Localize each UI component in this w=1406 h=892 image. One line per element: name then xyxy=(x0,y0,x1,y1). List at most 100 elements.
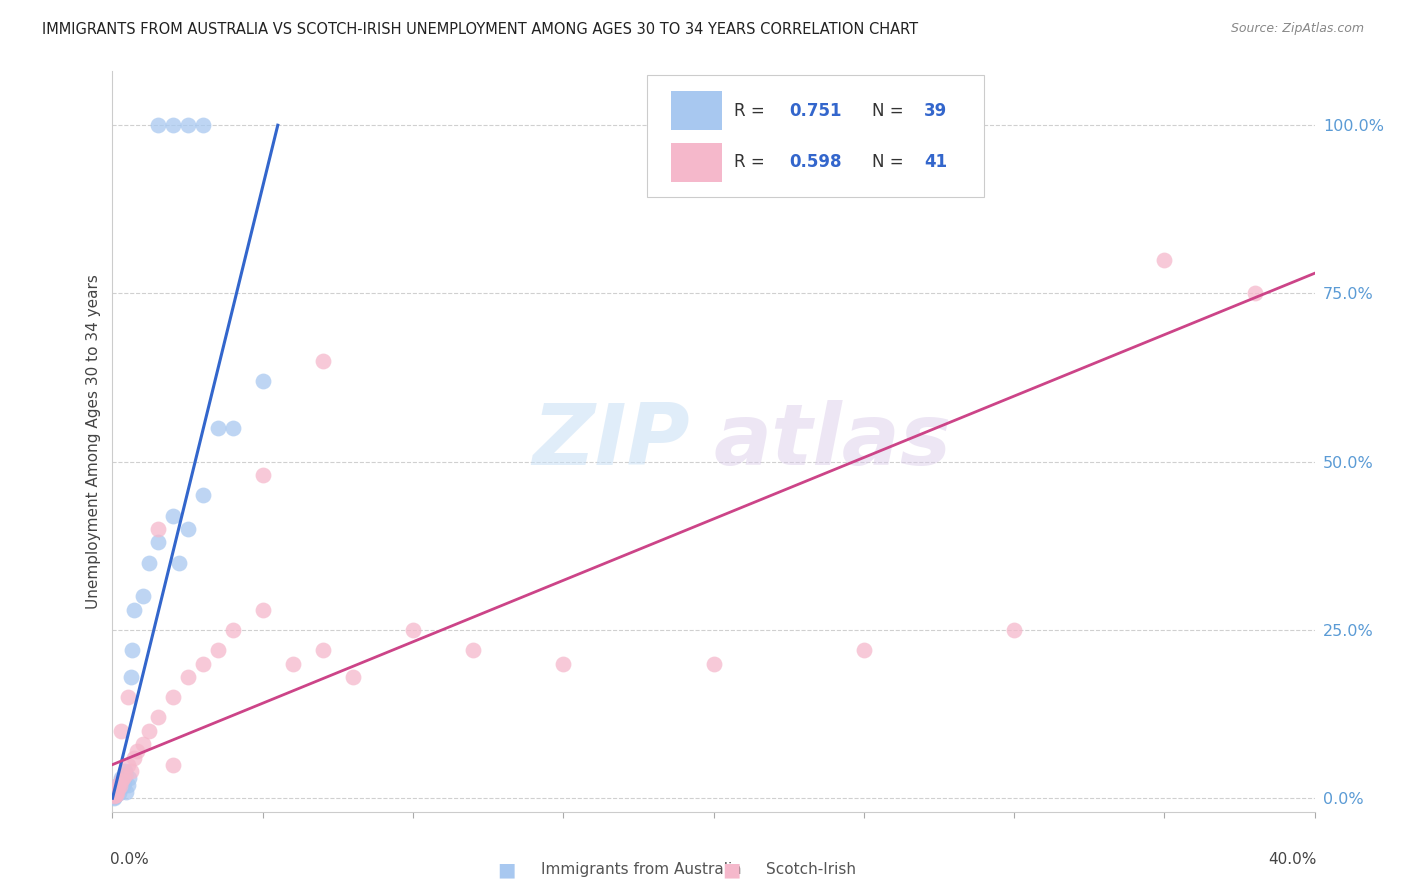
Point xyxy=(107,781,129,796)
Point xyxy=(114,764,136,779)
Point xyxy=(110,771,132,785)
Point xyxy=(103,789,125,804)
Text: Immigrants from Australia: Immigrants from Australia xyxy=(541,863,742,877)
Point xyxy=(852,643,875,657)
Point xyxy=(138,556,160,570)
Point xyxy=(104,786,127,800)
Text: Source: ZipAtlas.com: Source: ZipAtlas.com xyxy=(1230,22,1364,36)
Point xyxy=(117,757,139,772)
Point xyxy=(111,771,134,785)
Point xyxy=(252,374,274,388)
Text: 39: 39 xyxy=(924,102,948,120)
Point xyxy=(553,657,575,671)
Point xyxy=(108,781,131,796)
Point xyxy=(110,774,132,789)
Point xyxy=(112,776,135,790)
FancyBboxPatch shape xyxy=(672,144,721,182)
Point xyxy=(312,353,335,368)
Point xyxy=(312,643,335,657)
Text: N =: N = xyxy=(872,153,910,171)
Point xyxy=(176,670,198,684)
Point xyxy=(110,723,132,738)
Point xyxy=(1002,623,1025,637)
Point xyxy=(120,670,142,684)
Point xyxy=(162,118,184,132)
Point xyxy=(104,786,127,800)
Point xyxy=(461,643,484,657)
Text: Scotch-Irish: Scotch-Irish xyxy=(766,863,856,877)
Point xyxy=(146,535,169,549)
Point xyxy=(252,468,274,483)
Point xyxy=(162,508,184,523)
Point xyxy=(108,786,131,800)
Point xyxy=(110,774,132,789)
Point xyxy=(176,118,198,132)
Point xyxy=(191,488,214,502)
Point xyxy=(104,788,127,802)
Point xyxy=(222,421,245,435)
Point xyxy=(103,790,125,805)
Point xyxy=(146,118,169,132)
Point xyxy=(103,789,125,804)
FancyBboxPatch shape xyxy=(672,91,721,130)
Point xyxy=(342,670,364,684)
Point xyxy=(107,781,129,796)
Text: N =: N = xyxy=(872,102,910,120)
Text: 0.0%: 0.0% xyxy=(110,853,149,867)
Point xyxy=(111,778,134,792)
Point xyxy=(103,789,125,803)
Point xyxy=(125,744,148,758)
Point xyxy=(702,657,725,671)
Point xyxy=(1243,286,1265,301)
Point xyxy=(121,643,143,657)
Point xyxy=(105,784,128,798)
Point xyxy=(103,789,125,804)
Point xyxy=(120,764,142,779)
Text: ■: ■ xyxy=(721,860,741,880)
Point xyxy=(122,603,145,617)
Text: 40.0%: 40.0% xyxy=(1268,853,1317,867)
Point xyxy=(117,690,139,705)
Point xyxy=(107,778,129,792)
Point xyxy=(191,118,214,132)
Point xyxy=(176,522,198,536)
Point xyxy=(118,771,141,785)
Text: 0.598: 0.598 xyxy=(789,153,842,171)
Point xyxy=(281,657,304,671)
Point xyxy=(162,757,184,772)
Point xyxy=(207,421,229,435)
Y-axis label: Unemployment Among Ages 30 to 34 years: Unemployment Among Ages 30 to 34 years xyxy=(86,274,101,609)
Point xyxy=(114,767,136,781)
Point xyxy=(105,783,128,797)
Point xyxy=(402,623,425,637)
Point xyxy=(104,788,127,802)
Text: 41: 41 xyxy=(924,153,948,171)
Point xyxy=(105,784,128,798)
Text: atlas: atlas xyxy=(713,400,952,483)
FancyBboxPatch shape xyxy=(647,75,984,197)
Point xyxy=(108,779,131,793)
Point xyxy=(114,767,136,781)
Point xyxy=(122,751,145,765)
Point xyxy=(117,778,139,792)
Point xyxy=(146,522,169,536)
Text: ZIP: ZIP xyxy=(531,400,689,483)
Point xyxy=(146,710,169,724)
Point xyxy=(252,603,274,617)
Point xyxy=(167,556,190,570)
Point xyxy=(111,779,134,793)
Text: R =: R = xyxy=(734,102,770,120)
Point xyxy=(207,643,229,657)
Point xyxy=(131,590,153,604)
Point xyxy=(191,657,214,671)
Text: R =: R = xyxy=(734,153,770,171)
Point xyxy=(131,738,153,752)
Point xyxy=(115,784,138,798)
Point xyxy=(222,623,245,637)
Point xyxy=(105,788,128,802)
Point xyxy=(107,778,129,792)
Point xyxy=(138,723,160,738)
Text: ■: ■ xyxy=(496,860,516,880)
Text: 0.751: 0.751 xyxy=(789,102,842,120)
Point xyxy=(1153,252,1175,267)
